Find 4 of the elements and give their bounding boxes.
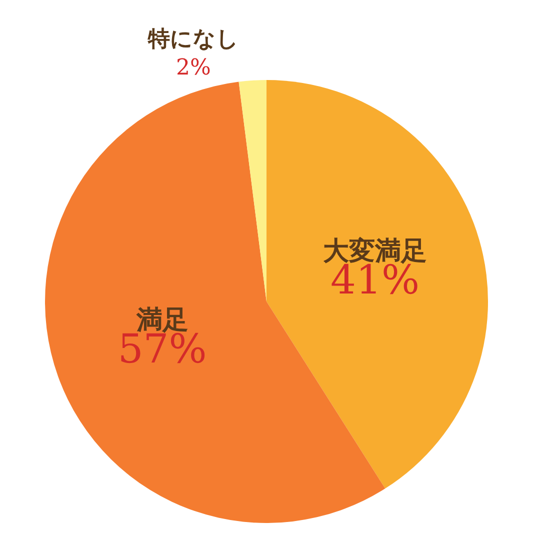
slice-label: 特になし (146, 26, 239, 52)
pie-slice (266, 80, 488, 489)
pie-slice (238, 80, 266, 302)
data-label: 2% (176, 56, 211, 81)
